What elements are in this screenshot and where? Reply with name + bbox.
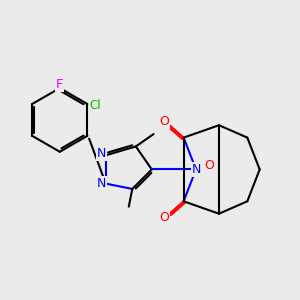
Text: N: N: [191, 163, 201, 176]
Text: N: N: [97, 177, 106, 190]
Text: O: O: [159, 211, 169, 224]
Text: O: O: [159, 115, 169, 128]
Text: Cl: Cl: [89, 99, 101, 112]
Text: F: F: [56, 78, 64, 91]
Text: N: N: [97, 147, 106, 160]
Text: O: O: [204, 159, 214, 172]
